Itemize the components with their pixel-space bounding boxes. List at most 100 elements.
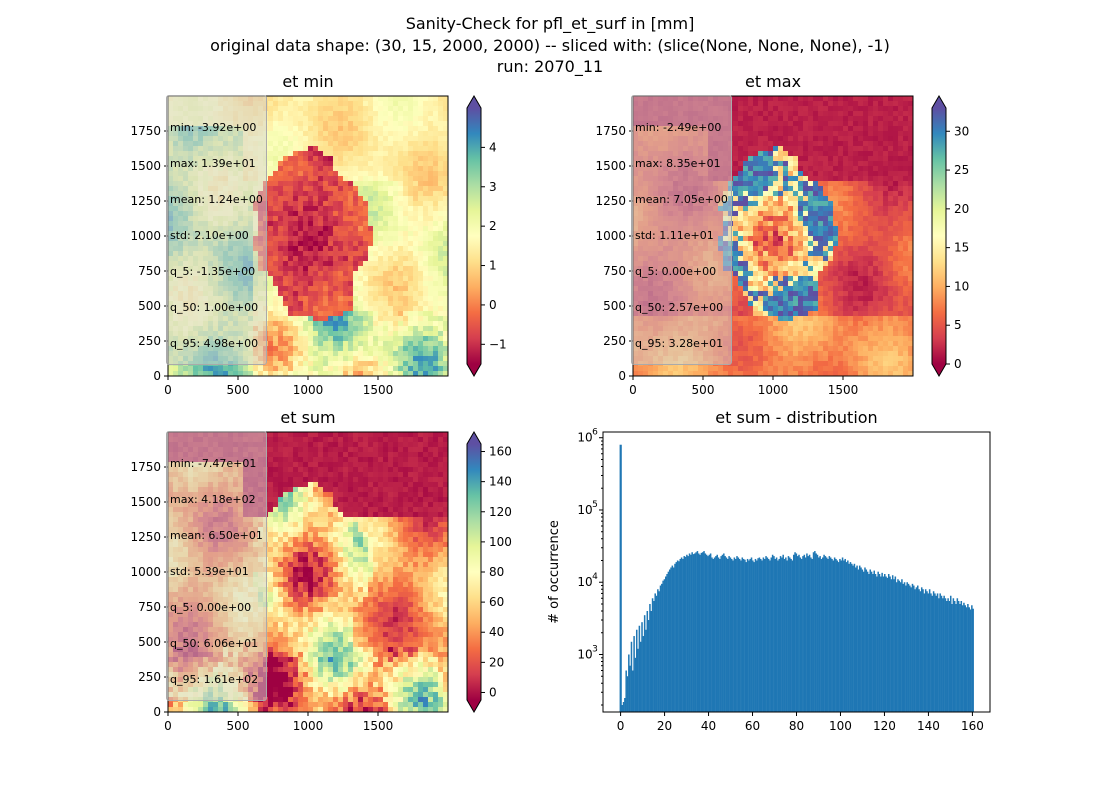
- heatmap-cell: [268, 146, 274, 152]
- heatmap-cell: [228, 371, 234, 376]
- heatmap-cell: [423, 351, 429, 357]
- heatmap-cell: [408, 151, 414, 157]
- heatmap-cell: [408, 341, 414, 347]
- heatmap-cell: [288, 351, 294, 357]
- heatmap-cell: [278, 361, 284, 367]
- heatmap-cell: [283, 361, 289, 367]
- heatmap-cell: [323, 221, 329, 227]
- heatmap-cell: [378, 166, 384, 172]
- heatmap-cell: [438, 196, 444, 202]
- heatmap-cell: [268, 316, 274, 322]
- heatmap-cell: [303, 276, 309, 282]
- heatmap-cell: [403, 156, 409, 162]
- heatmap-cell: [778, 96, 784, 102]
- heatmap-cell: [898, 241, 904, 247]
- heatmap-cell: [318, 361, 324, 367]
- heatmap-cell: [338, 106, 344, 112]
- heatmap-cell: [373, 231, 379, 237]
- heatmap-cell: [308, 236, 314, 242]
- heatmap-cell: [268, 321, 274, 327]
- heatmap-cell: [843, 196, 849, 202]
- heatmap-cell: [418, 276, 424, 282]
- heatmap-cell: [848, 201, 854, 207]
- heatmap-cell: [888, 121, 894, 127]
- heatmap-cell: [313, 166, 319, 172]
- heatmap-cell: [413, 341, 419, 347]
- heatmap-cell: [378, 116, 384, 122]
- heatmap-cell: [418, 346, 424, 352]
- heatmap-cell: [383, 226, 389, 232]
- heatmap-cell: [808, 111, 814, 117]
- heatmap-cell: [753, 236, 759, 242]
- heatmap-cell: [443, 156, 448, 162]
- heatmap-cell: [363, 221, 369, 227]
- heatmap-cell: [278, 271, 284, 277]
- heatmap-cell: [813, 161, 819, 167]
- heatmap-cell: [908, 241, 913, 247]
- heatmap-cell: [803, 201, 809, 207]
- heatmap-cell: [738, 101, 744, 107]
- heatmap-cell: [288, 266, 294, 272]
- heatmap-cell: [738, 141, 744, 147]
- heatmap-cell: [443, 286, 448, 292]
- heatmap-cell: [413, 236, 419, 242]
- heatmap-cell: [368, 291, 374, 297]
- heatmap-cell: [748, 156, 754, 162]
- heatmap-cell: [778, 136, 784, 142]
- heatmap-cell: [273, 176, 279, 182]
- heatmap-cell: [443, 261, 448, 267]
- heatmap-cell: [813, 166, 819, 172]
- heatmap-cell: [408, 196, 414, 202]
- heatmap-cell: [378, 311, 384, 317]
- heatmap-cell: [878, 196, 884, 202]
- heatmap-cell: [433, 226, 439, 232]
- heatmap-cell: [348, 251, 354, 257]
- heatmap-cell: [748, 251, 754, 257]
- x-tick-label: 500: [227, 383, 250, 397]
- heatmap-cell: [813, 106, 819, 112]
- heatmap-cell: [793, 206, 799, 212]
- heatmap-cell: [748, 116, 754, 122]
- heatmap-cell: [768, 166, 774, 172]
- heatmap-cell: [353, 211, 359, 217]
- heatmap-cell: [808, 176, 814, 182]
- heatmap-cell: [443, 201, 448, 207]
- heatmap-cell: [328, 251, 334, 257]
- heatmap-cell: [383, 156, 389, 162]
- heatmap-cell: [783, 236, 789, 242]
- heatmap-cell: [878, 231, 884, 237]
- heatmap-cell: [443, 326, 448, 332]
- heatmap-cell: [813, 196, 819, 202]
- heatmap-cell: [763, 141, 769, 147]
- heatmap-cell: [298, 201, 304, 207]
- heatmap-cell: [283, 256, 289, 262]
- heatmap-cell: [748, 106, 754, 112]
- heatmap-cell: [853, 116, 859, 122]
- heatmap-cell: [268, 166, 274, 172]
- heatmap-cell: [788, 96, 794, 102]
- heatmap-cell: [428, 366, 434, 372]
- heatmap-cell: [393, 121, 399, 127]
- heatmap-cell: [363, 231, 369, 237]
- heatmap-cell: [318, 246, 324, 252]
- heatmap-cell: [348, 351, 354, 357]
- heatmap-cell: [313, 261, 319, 267]
- heatmap-cell: [298, 101, 304, 107]
- heatmap-cell: [833, 211, 839, 217]
- heatmap-cell: [828, 166, 834, 172]
- heatmap-cell: [208, 371, 214, 376]
- heatmap-cell: [383, 191, 389, 197]
- heatmap-cell: [773, 176, 779, 182]
- heatmap-cell: [313, 246, 319, 252]
- heatmap-cell: [798, 206, 804, 212]
- heatmap-cell: [308, 151, 314, 157]
- heatmap-cell: [393, 261, 399, 267]
- heatmap-cell: [433, 371, 439, 376]
- heatmap-cell: [818, 196, 824, 202]
- heatmap-cell: [333, 301, 339, 307]
- heatmap-cell: [333, 351, 339, 357]
- heatmap-cell: [363, 356, 369, 362]
- heatmap-cell: [328, 161, 334, 167]
- heatmap-cell: [268, 111, 274, 117]
- heatmap-cell: [893, 101, 899, 107]
